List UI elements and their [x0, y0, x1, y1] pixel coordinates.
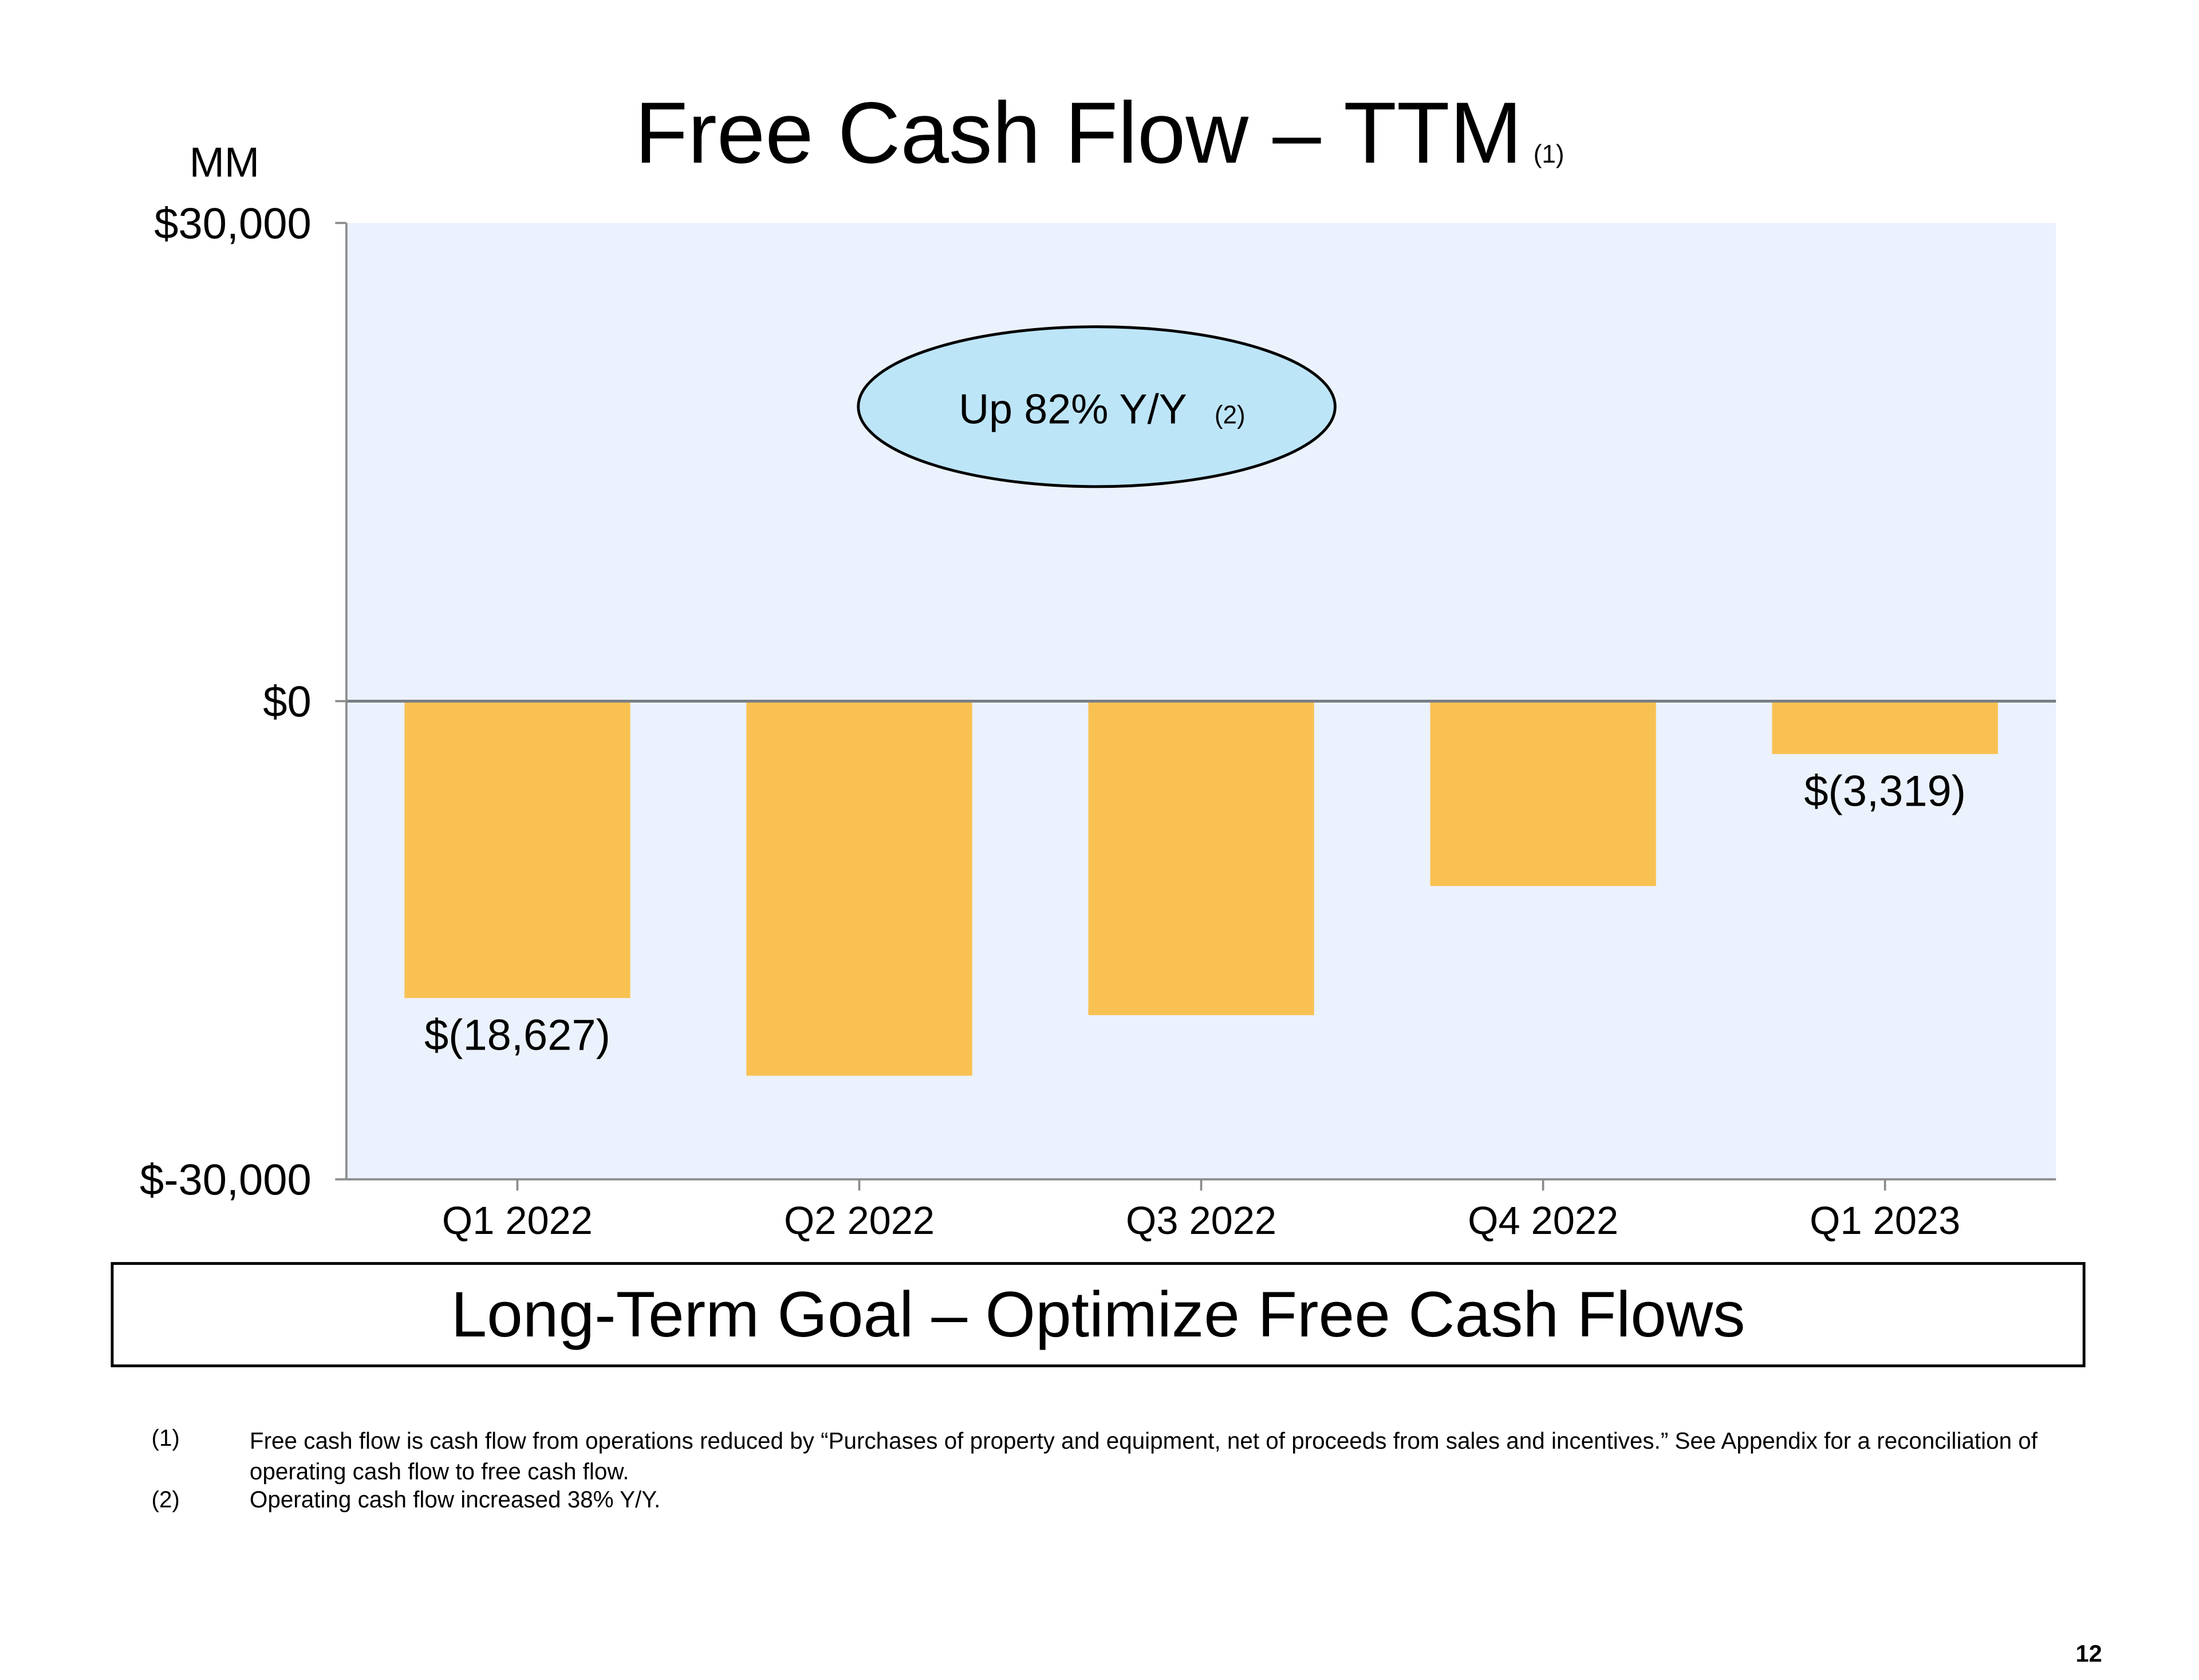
- footnote-text-2: Operating cash flow increased 38% Y/Y.: [249, 1488, 661, 1513]
- x-tick-label: Q4 2022: [1468, 1198, 1618, 1243]
- x-tick-label: Q2 2022: [784, 1198, 935, 1243]
- annotation-footnote: (2): [1215, 401, 1246, 429]
- bar-q2-2022: [746, 701, 972, 1076]
- footnote-text-1: Free cash flow is cash flow from operati…: [249, 1429, 2038, 1485]
- x-tick-label: Q1 2022: [442, 1198, 593, 1243]
- annotation-text: Up 82% Y/Y: [959, 385, 1187, 433]
- data-label: $(3,319): [1804, 767, 1966, 816]
- y-tick-label: $-30,000: [140, 1156, 312, 1205]
- annotation-ellipse: [857, 325, 1337, 488]
- x-tick-label: Q1 2023: [1810, 1198, 1960, 1243]
- title-footnote-marker: (1): [1533, 140, 1564, 168]
- footnote-marker-2: (2): [151, 1488, 180, 1513]
- title-text: Free Cash Flow – TTM: [635, 85, 1523, 183]
- slide-title: Free Cash Flow – TTM (1): [0, 84, 2199, 184]
- page-number: 12: [2075, 1640, 2102, 1667]
- y-tick-label: $0: [263, 677, 311, 726]
- bar-chart: $30,000 $0 $-30,000 Q1 2022 Q2 2022 Q3 2022 Q…: [140, 199, 2056, 1243]
- bar-q1-2022: [404, 701, 630, 999]
- unit-label: MM: [189, 140, 260, 187]
- annotation-callout: Up 82% Y/Y (2): [857, 325, 1337, 488]
- footnote-marker-1: (1): [151, 1426, 180, 1452]
- bar-q3-2022: [1088, 701, 1314, 1015]
- data-label: $(18,627): [424, 1011, 610, 1060]
- x-tick-label: Q3 2022: [1126, 1198, 1276, 1243]
- y-tick-label: $30,000: [154, 199, 311, 248]
- bar-q1-2023: [1772, 701, 1998, 754]
- goal-box: Long-Term Goal – Optimize Free Cash Flow…: [111, 1262, 2086, 1367]
- bar-q4-2022: [1430, 701, 1656, 886]
